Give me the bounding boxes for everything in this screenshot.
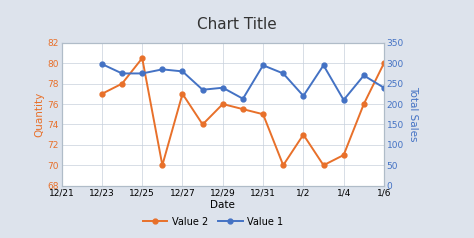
Value 1 (119, 72, 125, 75)
Value 1 (381, 86, 387, 89)
Value 1 (99, 63, 105, 65)
Value 2 (99, 92, 105, 95)
Value 2 (240, 108, 246, 111)
Value 2 (220, 103, 226, 105)
Value 1 (301, 94, 306, 97)
Value 2 (301, 133, 306, 136)
Y-axis label: Total Sales: Total Sales (408, 86, 418, 142)
Value 1 (260, 64, 266, 67)
X-axis label: Date: Date (210, 200, 235, 210)
Value 2 (260, 113, 266, 116)
Value 2 (381, 62, 387, 65)
Value 2 (180, 92, 185, 95)
Value 1 (341, 99, 346, 101)
Line: Value 1: Value 1 (100, 62, 386, 102)
Value 2 (361, 103, 367, 105)
Value 2 (200, 123, 205, 126)
Y-axis label: Quantity: Quantity (35, 92, 45, 137)
Text: Chart Title: Chart Title (197, 17, 277, 32)
Value 2 (341, 154, 346, 156)
Value 1 (159, 68, 165, 71)
Value 1 (361, 74, 367, 77)
Value 2 (119, 82, 125, 85)
Line: Value 2: Value 2 (100, 56, 386, 168)
Value 1 (139, 72, 145, 75)
Legend: Value 2, Value 1: Value 2, Value 1 (139, 213, 287, 231)
Value 2 (139, 57, 145, 60)
Value 2 (281, 164, 286, 167)
Value 1 (281, 72, 286, 75)
Value 2 (159, 164, 165, 167)
Value 1 (180, 70, 185, 73)
Value 1 (200, 88, 205, 91)
Value 1 (240, 97, 246, 100)
Value 2 (320, 164, 326, 167)
Value 1 (320, 64, 326, 67)
Value 1 (220, 86, 226, 89)
